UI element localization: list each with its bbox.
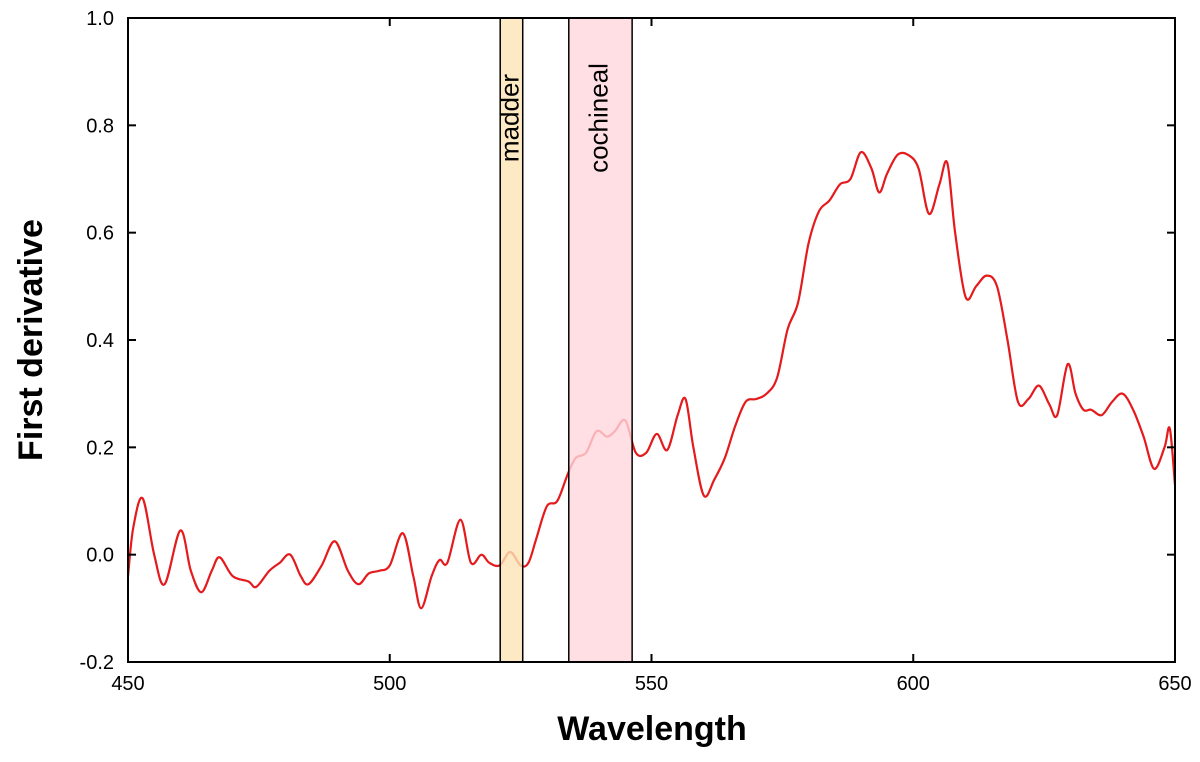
x-tick-label: 450	[111, 673, 144, 695]
band	[568, 17, 633, 663]
x-tick-label: 650	[1158, 673, 1191, 695]
y-tick-label: 0.4	[86, 330, 114, 352]
y-tick-label: 0.2	[86, 437, 114, 459]
y-axis-label: First derivative	[12, 219, 50, 461]
x-tick-label: 550	[635, 673, 668, 695]
y-tick-label: 0.8	[86, 115, 114, 137]
x-tick-label: 600	[897, 673, 930, 695]
y-tick-label: -0.2	[80, 652, 114, 674]
x-tick-label: 500	[373, 673, 406, 695]
band-label: madder	[494, 74, 524, 162]
plot-frame	[127, 17, 1176, 663]
data-line	[126, 150, 1177, 610]
y-tick-label: 1.0	[86, 8, 114, 30]
y-tick-label: 0.0	[86, 545, 114, 567]
band-label: cochineal	[583, 63, 613, 173]
y-tick-label: 0.6	[86, 223, 114, 245]
x-axis-label: Wavelength	[557, 710, 747, 748]
